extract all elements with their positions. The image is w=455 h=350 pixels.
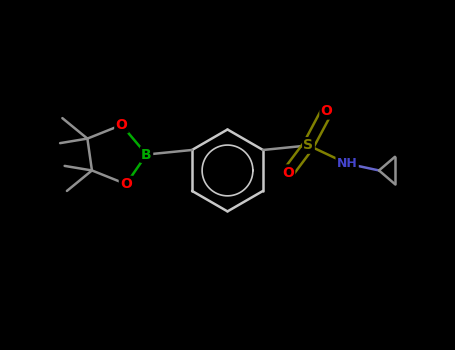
Text: O: O <box>116 118 127 132</box>
Text: O: O <box>282 166 294 180</box>
Text: B: B <box>141 148 152 161</box>
Text: O: O <box>321 104 333 118</box>
Text: NH: NH <box>337 157 358 170</box>
Text: S: S <box>303 139 313 153</box>
Text: O: O <box>120 177 132 191</box>
